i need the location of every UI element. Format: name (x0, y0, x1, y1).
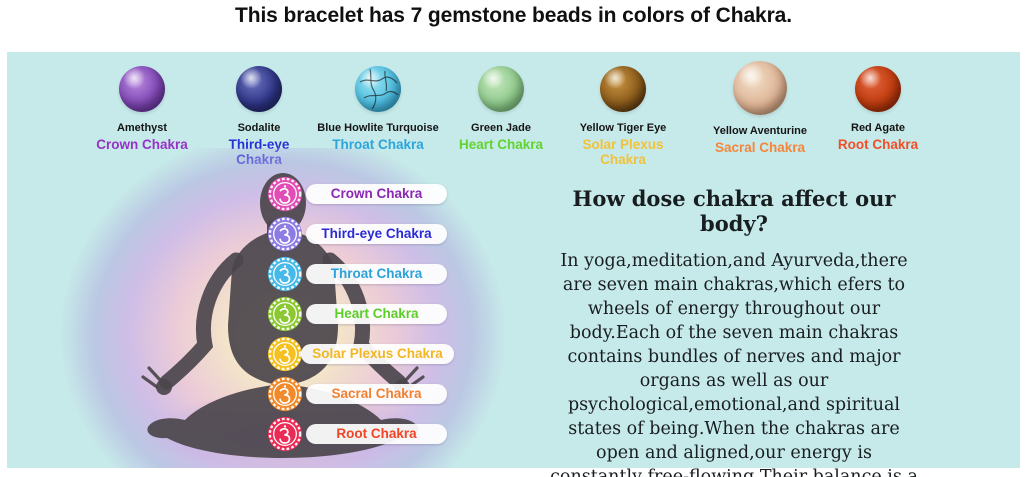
bead-item-blue-howlite-turquoise: Blue Howlite Turquoise Throat Chakra (316, 66, 440, 152)
chakra-label-text: Root Chakra (336, 426, 417, 441)
bead-name: Blue Howlite Turquoise (317, 122, 439, 134)
jade-bead-image (478, 66, 524, 112)
turquoise-bead-image (355, 66, 401, 112)
sacral-chakra-label-pill: Sacral Chakra (306, 384, 447, 404)
chakra-row-third-eye: Third-eye Chakra (267, 216, 467, 252)
chakra-row-crown: Crown Chakra (267, 176, 467, 212)
bead-name: Red Agate (851, 122, 905, 134)
solar-plexus-chakra-label-pill: Solar Plexus Chakra (301, 344, 454, 364)
bead-name: Sodalite (237, 122, 281, 134)
bead-item-yellow-aventurine: Yellow Aventurine Sacral Chakra (698, 61, 822, 155)
bead-item-yellow-tiger-eye: Yellow Tiger Eye Solar Plexus Chakra (561, 66, 685, 167)
chakra-row-root: Root Chakra (267, 416, 467, 452)
bead-name: Yellow Aventurine (713, 125, 807, 137)
tiger-eye-bead-image (600, 66, 646, 112)
sacral-chakra-icon (267, 376, 303, 412)
bead-name: Amethyst (116, 122, 168, 134)
article-heading: How dose chakra affect our body? (572, 186, 896, 236)
heart-chakra-icon (267, 296, 303, 332)
page-title: This bracelet has 7 gemstone beads in co… (234, 4, 792, 27)
amethyst-bead-image (119, 66, 165, 112)
crown-chakra-label-pill: Crown Chakra (306, 184, 447, 204)
crown-chakra-icon (267, 176, 303, 212)
chakra-label-text: Solar Plexus Chakra (312, 346, 443, 361)
chakra-row-throat: Throat Chakra (267, 256, 467, 292)
bead-name: Green Jade (471, 122, 531, 134)
article-body: In yoga,meditation,and Ayurveda,there ar… (550, 251, 918, 477)
throat-chakra-label-pill: Throat Chakra (306, 264, 447, 284)
chakra-label-text: Heart Chakra (334, 306, 419, 321)
aventurine-bead-image (733, 61, 787, 115)
chakra-row-sacral: Sacral Chakra (267, 376, 467, 412)
turquoise-veins (359, 68, 399, 110)
chakra-row-heart: Heart Chakra (267, 296, 467, 332)
sodalite-bead-image (236, 66, 282, 112)
bead-item-amethyst: Amethyst Crown Chakra (80, 66, 204, 152)
bead-name: Yellow Tiger Eye (579, 122, 667, 134)
bead-chakra-label: Solar Plexus Chakra (582, 137, 664, 167)
throat-chakra-icon (267, 256, 303, 292)
bead-chakra-label: Root Chakra (837, 137, 919, 152)
root-chakra-label-pill: Root Chakra (306, 424, 447, 444)
solar-plexus-chakra-icon (267, 336, 303, 372)
chakra-label-text: Third-eye Chakra (321, 226, 432, 241)
third-eye-chakra-icon (267, 216, 303, 252)
bead-item-red-agate: Red Agate Root Chakra (816, 66, 940, 152)
heart-chakra-label-pill: Heart Chakra (306, 304, 447, 324)
root-chakra-icon (267, 416, 303, 452)
chakra-label-text: Sacral Chakra (331, 386, 422, 401)
article: How dose chakra affect our body? In yoga… (548, 186, 920, 477)
bead-chakra-label: Sacral Chakra (714, 140, 806, 155)
chakra-label-text: Crown Chakra (330, 186, 423, 201)
bead-item-green-jade: Green Jade Heart Chakra (439, 66, 563, 152)
third-eye-chakra-label-pill: Third-eye Chakra (306, 224, 447, 244)
chakra-row-solar-plexus: Solar Plexus Chakra (267, 336, 467, 372)
chakra-label-text: Throat Chakra (330, 266, 423, 281)
red-agate-bead-image (855, 66, 901, 112)
